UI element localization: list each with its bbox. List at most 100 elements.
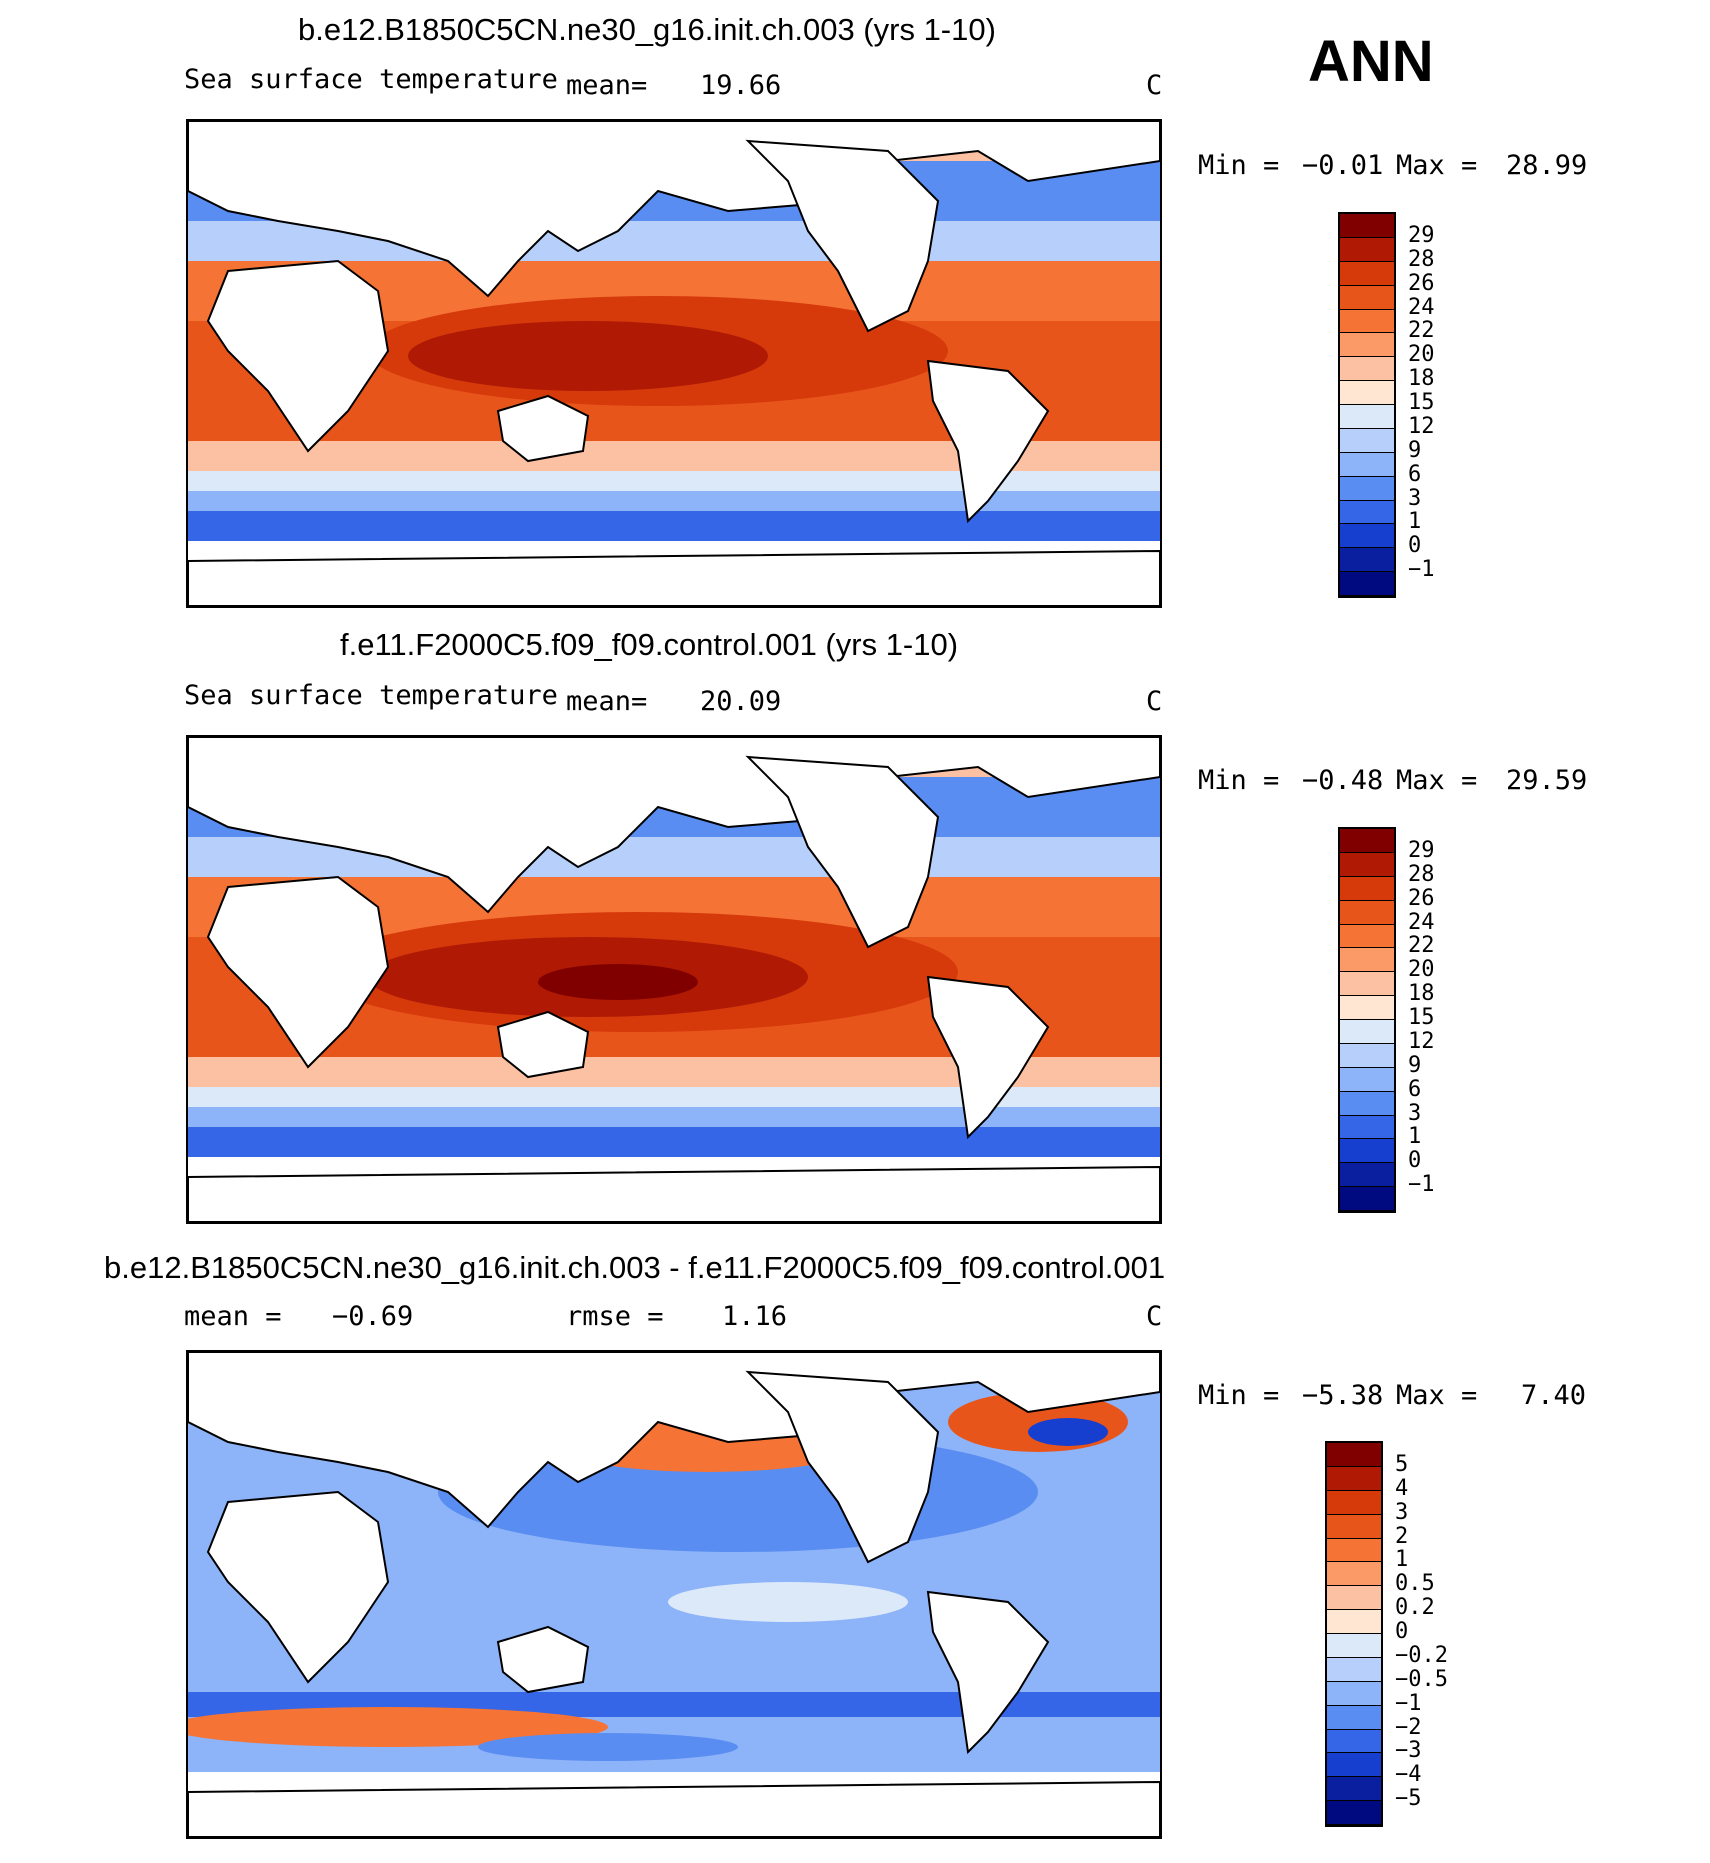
panel1-units: C — [1146, 70, 1163, 101]
colorbar-label: 12 — [1408, 413, 1435, 439]
colorbar-label: 6 — [1408, 1076, 1422, 1102]
south-america-land — [926, 975, 1050, 1140]
colorbar-label: 9 — [1408, 1052, 1422, 1078]
colorbar-label: −1 — [1408, 557, 1435, 583]
colorbar-label: 5 — [1395, 1451, 1409, 1477]
colorbar-label: 1 — [1395, 1547, 1409, 1573]
colorbar-label: 1 — [1408, 1124, 1422, 1150]
colorbar-label: 26 — [1408, 270, 1435, 296]
colorbar-swatch — [1340, 900, 1394, 925]
panel3-min-value: −5.38 — [1302, 1380, 1384, 1411]
colorbar-swatch — [1340, 261, 1394, 286]
colorbar-swatch — [1327, 1538, 1381, 1563]
panel2-min-value: −0.48 — [1302, 765, 1384, 796]
panel1-variable: Sea surface temperature — [184, 64, 558, 95]
colorbar-swatch — [1340, 572, 1394, 596]
panel3-max-label: Max = — [1396, 1380, 1478, 1411]
southern-warm-band — [188, 1707, 608, 1747]
warm-pool-core — [408, 321, 768, 391]
panel3-title: b.e12.B1850C5CN.ne30_g16.init.ch.003 - f… — [104, 1250, 1166, 1285]
colorbar-label: 29 — [1408, 222, 1435, 248]
panel3-rmse-label: rmse = — [566, 1301, 664, 1332]
band-south-cool — [188, 1107, 1160, 1127]
colorbar-label: 15 — [1408, 390, 1435, 415]
colorbar-swatch — [1340, 285, 1394, 310]
colorbar-swatch — [1340, 1187, 1394, 1211]
south-america-land — [926, 359, 1050, 524]
colorbar-swatch — [1327, 1443, 1381, 1467]
colorbar-swatch — [1340, 357, 1394, 382]
panel1-sst-field — [188, 121, 1160, 606]
colorbar-label: −3 — [1395, 1738, 1422, 1764]
colorbar-swatch — [1340, 214, 1394, 238]
band-south-cool — [188, 491, 1160, 511]
colorbar-label: 4 — [1395, 1475, 1409, 1501]
panel1-map — [186, 119, 1162, 608]
africa-land — [206, 259, 390, 453]
colorbar-swatch — [1340, 476, 1394, 501]
colorbar-swatch — [1340, 237, 1394, 262]
colorbar-label: −1 — [1408, 1172, 1435, 1198]
season-label: ANN — [1308, 29, 1434, 94]
colorbar-swatch — [1327, 1729, 1381, 1754]
africa-land — [206, 875, 390, 1069]
colorbar-label: −5 — [1395, 1786, 1422, 1812]
panel2-colorbar — [1338, 827, 1396, 1213]
colorbar-label: 22 — [1408, 933, 1435, 959]
panel3-diff-field — [188, 1352, 1160, 1837]
panel1-colorbar — [1338, 212, 1396, 598]
panel2-variable: Sea surface temperature — [184, 680, 558, 711]
panel2-map — [186, 735, 1162, 1224]
colorbar-label: 3 — [1408, 1100, 1422, 1126]
colorbar-swatch — [1327, 1562, 1381, 1587]
antarctica-land — [188, 549, 1160, 606]
southern-cold-patch — [478, 1733, 738, 1761]
colorbar-swatch — [1340, 548, 1394, 573]
eurasia-land — [188, 121, 1160, 298]
panel2-mean-label: mean= — [566, 686, 648, 717]
colorbar-swatch — [1340, 1020, 1394, 1044]
panel2-sst-field — [188, 737, 1160, 1222]
colorbar-swatch — [1340, 876, 1394, 901]
south-america-land — [926, 1590, 1050, 1755]
panel2-max-label: Max = — [1396, 765, 1478, 796]
band-south-mild — [188, 471, 1160, 491]
colorbar-swatch — [1327, 1705, 1381, 1730]
eurasia-land — [188, 1352, 1160, 1529]
colorbar-label: 18 — [1408, 981, 1435, 1007]
panel3-colorbar — [1325, 1441, 1383, 1827]
colorbar-label: 28 — [1408, 861, 1435, 887]
colorbar-label: 2 — [1395, 1523, 1409, 1549]
colorbar-swatch — [1340, 852, 1394, 877]
colorbar-swatch — [1340, 381, 1394, 405]
antarctica-land — [188, 1780, 1160, 1837]
colorbar-swatch — [1340, 1043, 1394, 1068]
panel3-min-label: Min = — [1198, 1380, 1280, 1411]
eurasia-land — [188, 737, 1160, 914]
colorbar-label: 24 — [1408, 294, 1435, 320]
colorbar-swatch — [1340, 1163, 1394, 1188]
panel2-max-value: 29.59 — [1506, 765, 1588, 796]
colorbar-label: 0 — [1408, 533, 1422, 559]
north-america-land — [745, 1370, 940, 1564]
colorbar-label: 26 — [1408, 885, 1435, 911]
colorbar-label: −4 — [1395, 1762, 1422, 1788]
band-south-mild — [188, 1087, 1160, 1107]
north-america-land — [745, 755, 940, 949]
colorbar-swatch — [1340, 829, 1394, 853]
colorbar-label: 0.5 — [1395, 1571, 1435, 1597]
colorbar-swatch — [1340, 1115, 1394, 1140]
colorbar-label: 28 — [1408, 246, 1435, 272]
colorbar-swatch — [1340, 1067, 1394, 1092]
panel1-mean-label: mean= — [566, 70, 648, 101]
australia-land — [496, 1010, 590, 1079]
colorbar-swatch — [1327, 1657, 1381, 1682]
panel1-mean-value: 19.66 — [700, 70, 782, 101]
panel3-units: C — [1146, 1301, 1163, 1332]
africa-land — [206, 1490, 390, 1684]
colorbar-label: 1 — [1408, 509, 1422, 535]
colorbar-swatch — [1327, 1681, 1381, 1706]
colorbar-swatch — [1340, 972, 1394, 997]
colorbar-swatch — [1327, 1586, 1381, 1611]
colorbar-swatch — [1340, 452, 1394, 477]
